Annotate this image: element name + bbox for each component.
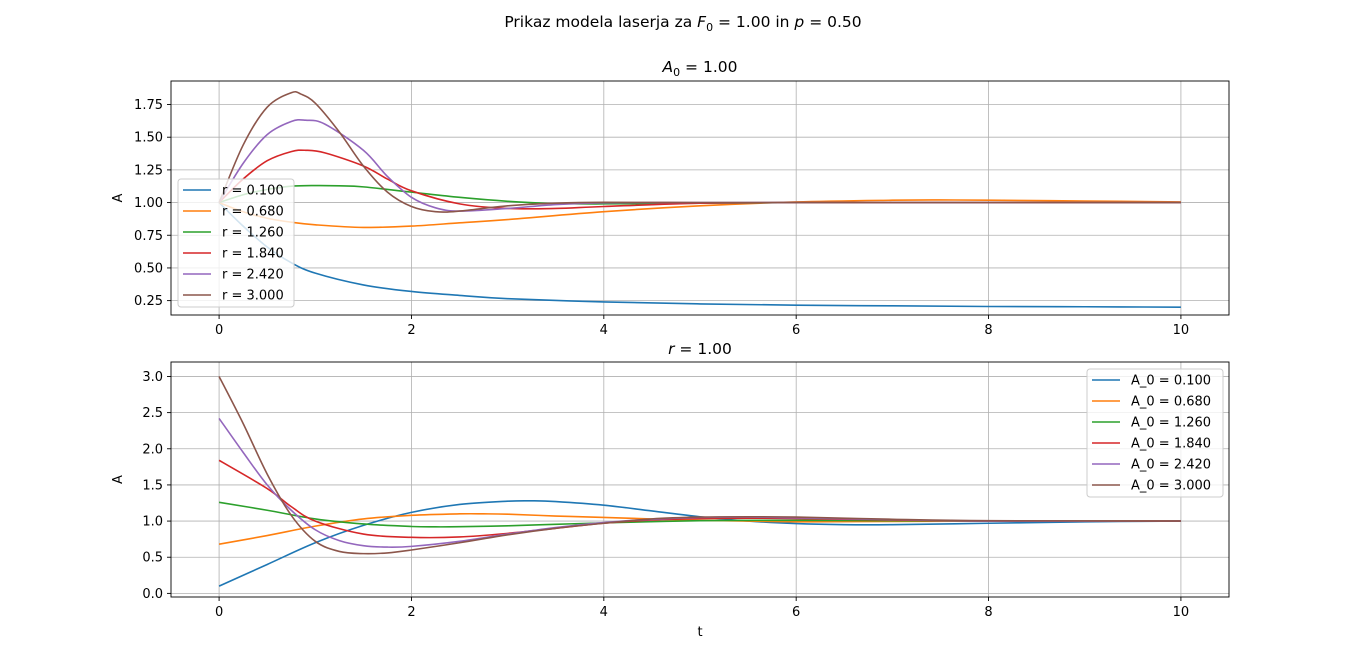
y-tick-label: 2.0 — [142, 442, 163, 457]
series-line-1 — [218, 499, 1181, 587]
series-line-6 — [218, 376, 1181, 555]
x-axis-label: t — [697, 625, 702, 640]
x-tick-label: 6 — [792, 605, 800, 620]
legend-entry-label: r = 2.420 — [222, 268, 284, 283]
legend-entry-label: A_0 = 2.420 — [1131, 458, 1211, 473]
plot-title-rest: = 1.00 — [675, 340, 732, 358]
legend-entry-label: A_0 = 0.100 — [1131, 374, 1211, 389]
y-tick-label: 1.00 — [134, 196, 163, 211]
y-tick-label: 0.25 — [134, 294, 163, 309]
legend-entry-label: r = 3.000 — [222, 289, 284, 304]
y-tick-label: 2.5 — [142, 406, 163, 421]
x-tick-label: 0 — [215, 323, 223, 338]
y-tick-label: 0.75 — [134, 229, 163, 244]
series-line-5 — [218, 417, 1181, 548]
plot-title-math: A — [662, 58, 674, 76]
series-line-1 — [218, 202, 1181, 308]
legend: r = 0.100 r = 0.680 r = 1.260 r = 1.840 r = … — [177, 178, 295, 308]
x-tick-label: 10 — [1173, 605, 1190, 620]
y-tick-label: 0.0 — [142, 587, 163, 602]
legend-entry-label: r = 0.680 — [222, 205, 284, 220]
figure-suptitle: Prikaz modela laserja za F0 = 1.00 in p … — [504, 13, 861, 34]
x-tick-label: 4 — [600, 323, 608, 338]
plot-title-rest: = 1.00 — [680, 58, 737, 76]
legend-entry-label: A_0 = 0.680 — [1131, 395, 1211, 410]
y-axis-label: A — [111, 193, 126, 202]
legend-entry-label: r = 1.840 — [222, 247, 284, 262]
plot-title-math: r — [668, 340, 676, 358]
y-axis-label: A — [111, 475, 126, 484]
legend-entry-label: r = 0.100 — [222, 184, 284, 199]
series-line-2 — [218, 199, 1181, 229]
x-tick-label: 6 — [792, 323, 800, 338]
x-tick-label: 2 — [407, 323, 415, 338]
plot-title: A0 = 1.00 — [662, 58, 738, 79]
axes-frame — [170, 361, 1230, 598]
y-tick-label: 0.5 — [142, 551, 163, 566]
plot-title: r = 1.00 — [668, 340, 732, 358]
legend: A_0 = 0.100 A_0 = 0.680 A_0 = 1.260 A_0 = 1… — [1086, 368, 1224, 498]
legend-entry-label: A_0 = 1.840 — [1131, 437, 1211, 452]
y-tick-label: 1.50 — [134, 131, 163, 146]
y-tick-label: 3.0 — [142, 370, 163, 385]
legend-box — [1086, 368, 1224, 498]
plot-r-panel: 0 2 4 6 8 10 0.0 0.5 1.0 1.5 2.0 2.5 3.0 At r = 1.00 A_… — [111, 340, 1230, 640]
legend-entry-label: r = 1.260 — [222, 226, 284, 241]
plot-title-sub: 0 — [673, 66, 680, 79]
x-tick-label: 0 — [215, 605, 223, 620]
y-tick-label: 1.5 — [142, 478, 163, 493]
x-tick-label: 2 — [407, 605, 415, 620]
axes-frame — [170, 80, 1230, 316]
y-tick-label: 0.50 — [134, 261, 163, 276]
x-tick-label: 10 — [1173, 323, 1190, 338]
x-tick-label: 8 — [984, 605, 992, 620]
legend-entry-label: A_0 = 1.260 — [1131, 416, 1211, 431]
y-tick-label: 1.75 — [134, 98, 163, 113]
y-tick-label: 1.0 — [142, 515, 163, 530]
series-line-6 — [218, 90, 1181, 213]
x-tick-label: 8 — [984, 323, 992, 338]
x-tick-label: 4 — [600, 605, 608, 620]
y-tick-label: 1.25 — [134, 163, 163, 178]
legend-entry-label: A_0 = 3.000 — [1131, 479, 1211, 494]
